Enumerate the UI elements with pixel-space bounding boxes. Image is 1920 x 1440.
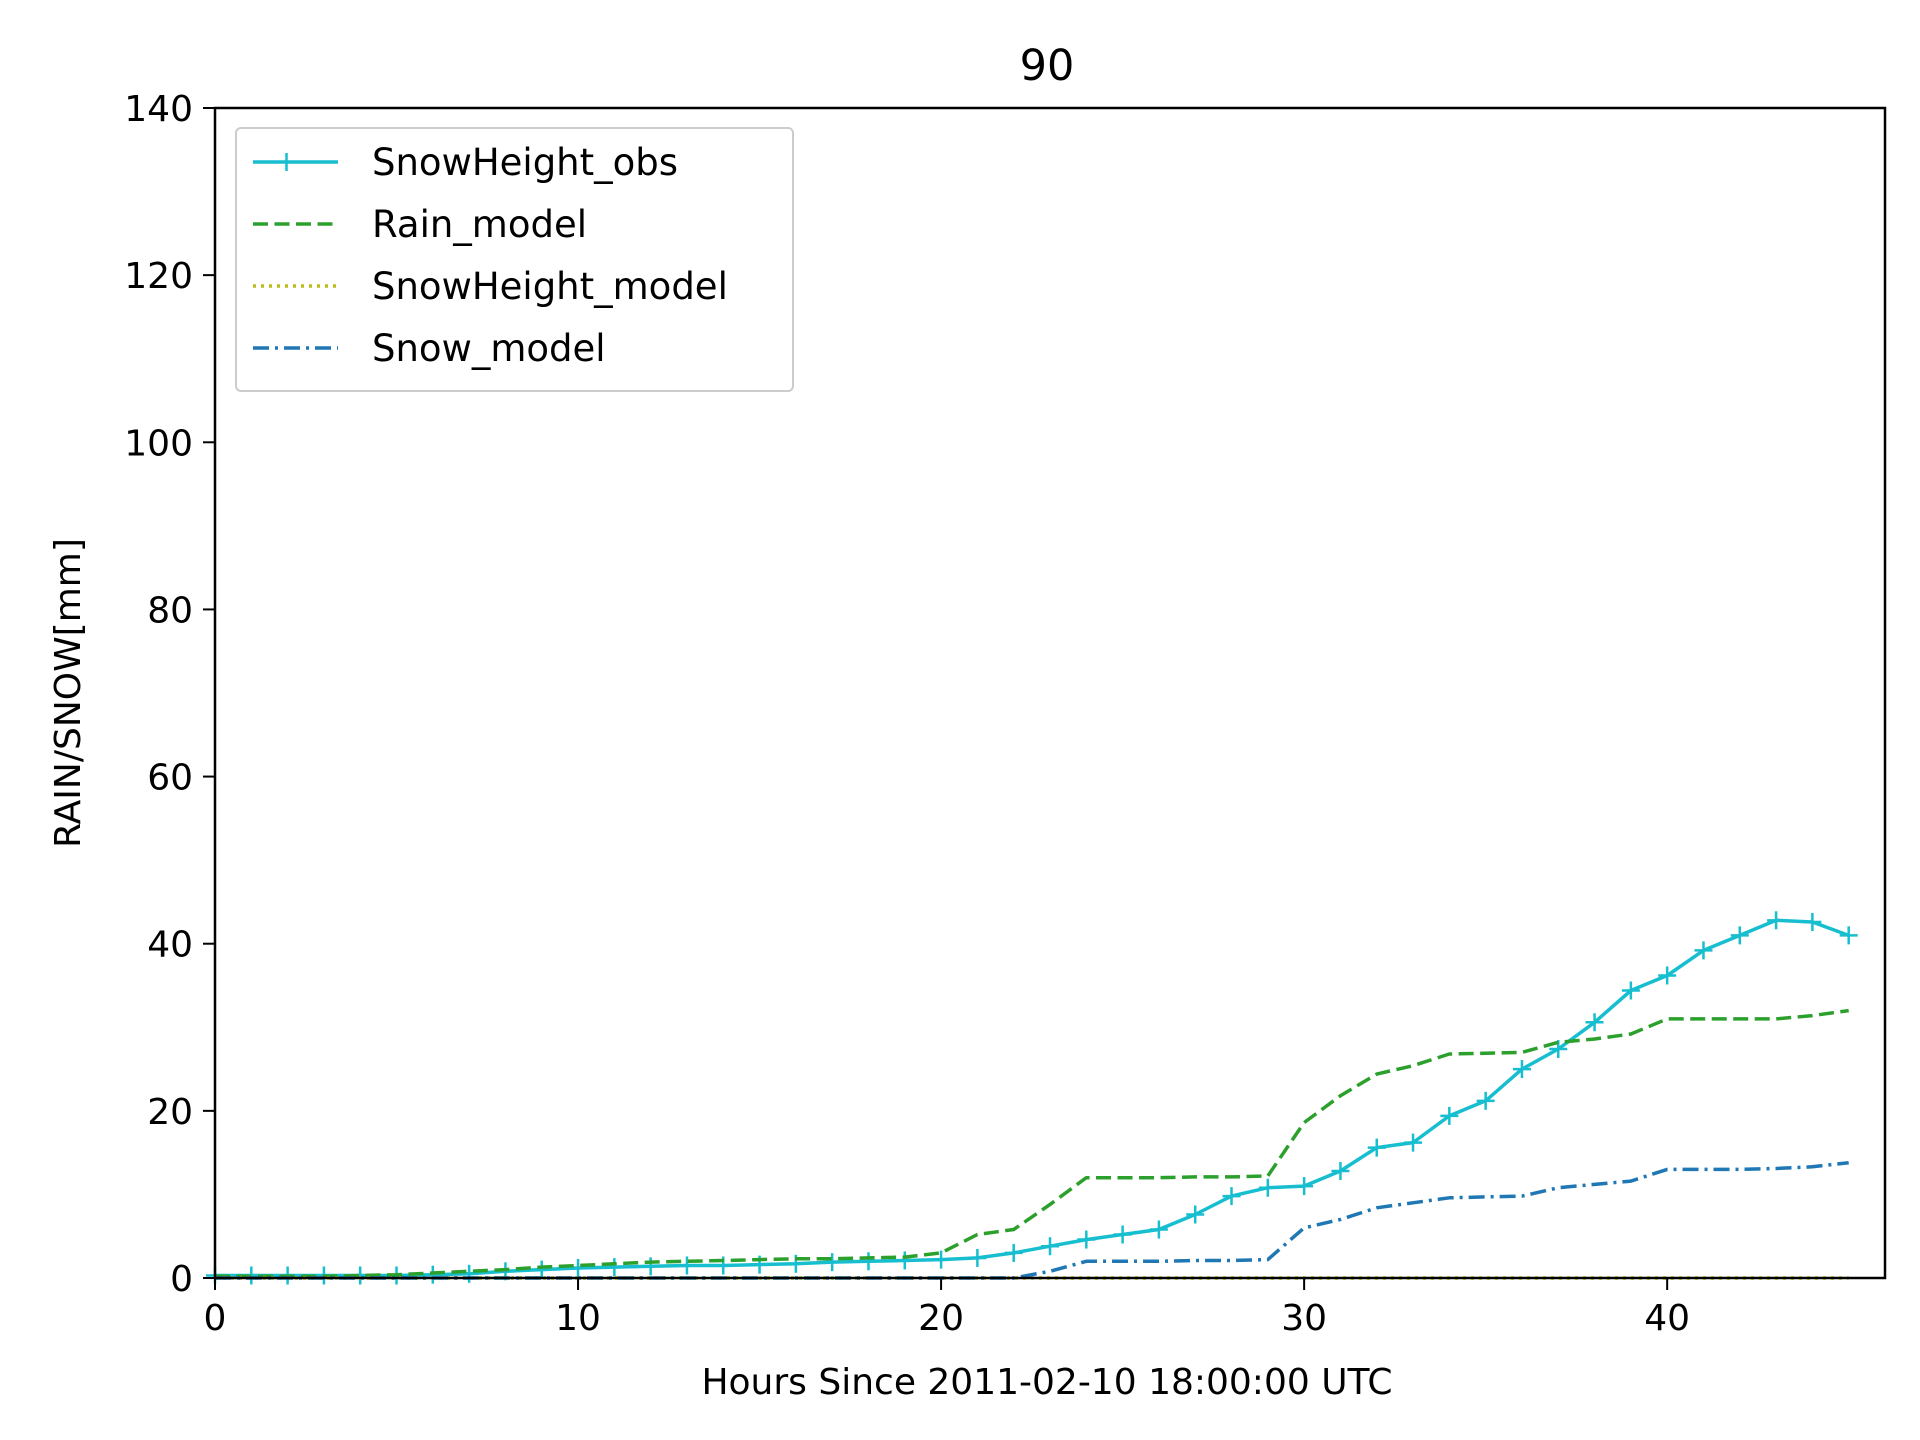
plot-area: [206, 911, 1858, 1285]
data-point-snowheight-obs: [1440, 1106, 1459, 1125]
data-point-snowheight-obs: [859, 1252, 878, 1271]
y-axis-label: RAIN/SNOW[mm]: [48, 538, 89, 848]
data-point-snowheight-obs: [1694, 941, 1713, 960]
data-point-snowheight-obs: [532, 1260, 551, 1279]
data-point-snowheight-obs: [1512, 1060, 1531, 1079]
x-axis-label: Hours Since 2011-02-10 18:00:00 UTC: [701, 1362, 1392, 1403]
y-tick-label: 80: [147, 590, 193, 631]
data-point-snowheight-obs: [569, 1258, 588, 1277]
y-tick-label: 20: [147, 1092, 193, 1133]
data-point-snowheight-obs: [895, 1251, 914, 1270]
series-line-rain-model: [215, 1008, 1849, 1279]
data-point-snowheight-obs: [1041, 1237, 1059, 1256]
data-point-snowheight-obs: [1621, 981, 1640, 1000]
y-tick-label: 40: [147, 925, 193, 966]
legend-entry: SnowHeight_obs: [253, 141, 678, 184]
x-tick-label: 40: [1644, 1298, 1690, 1339]
data-point-snowheight-obs: [1295, 1177, 1314, 1196]
x-tick-label: 10: [555, 1298, 601, 1339]
x-axis: 0 10 20 30 40: [204, 1278, 1690, 1339]
data-point-snowheight-obs: [1331, 1162, 1350, 1181]
data-point-snowheight-obs: [677, 1256, 696, 1275]
data-point-snowheight-obs: [823, 1253, 842, 1272]
legend: SnowHeight_obs Rain_model SnowHeight_model…: [235, 127, 794, 392]
data-point-snowheight-obs: [1839, 926, 1858, 945]
data-point-snowheight-obs: [641, 1257, 660, 1276]
data-point-snowheight-obs: [1658, 966, 1677, 985]
legend-label: Rain_model: [372, 203, 587, 246]
data-point-snowheight-obs: [1476, 1091, 1495, 1110]
data-point-snowheight-obs: [932, 1250, 951, 1269]
x-tick-label: 30: [1281, 1298, 1327, 1339]
y-tick-label: 120: [124, 256, 193, 297]
legend-entry: Snow_model: [253, 327, 606, 370]
x-tick-label: 20: [918, 1298, 964, 1339]
data-point-snowheight-obs: [1222, 1187, 1241, 1206]
y-tick-label: 100: [124, 423, 193, 464]
legend-label: SnowHeight_model: [372, 265, 728, 308]
x-tick-label: 0: [204, 1298, 227, 1339]
legend-entry: SnowHeight_model: [253, 265, 728, 308]
series-line-snowheight-obs: [215, 918, 1850, 1278]
y-tick-label: 0: [170, 1259, 193, 1300]
series-line-snow-model: [215, 1160, 1849, 1280]
data-point-snowheight-obs: [1077, 1230, 1096, 1249]
y-axis: 0 20 40 60 80 100 120 140: [124, 89, 215, 1300]
data-point-snowheight-obs: [1149, 1220, 1168, 1239]
data-point-snowheight-obs: [605, 1258, 624, 1277]
y-tick-label: 60: [147, 758, 193, 799]
data-point-snowheight-obs: [1404, 1133, 1423, 1152]
data-point-snowheight-obs: [1367, 1138, 1386, 1157]
chart-title: 90: [1020, 41, 1075, 91]
plot-frame: [213, 106, 1887, 1280]
y-tick-label: 140: [124, 89, 193, 130]
data-point-snowheight-obs: [1803, 912, 1822, 931]
data-point-snowheight-obs: [1258, 1178, 1277, 1197]
data-point-snowheight-obs: [1585, 1013, 1604, 1032]
legend-label: SnowHeight_obs: [372, 141, 678, 184]
data-point-snowheight-obs: [1004, 1243, 1023, 1262]
data-point-snowheight-obs: [460, 1264, 479, 1283]
legend-label: Snow_model: [372, 327, 606, 370]
data-point-snowheight-obs: [968, 1248, 987, 1267]
legend-entry: Rain_model: [253, 203, 587, 246]
data-point-snowheight-obs: [1767, 911, 1786, 930]
data-point-snowheight-obs: [1730, 926, 1749, 945]
data-point-snowheight-obs: [1113, 1225, 1132, 1244]
data-point-snowheight-obs: [1186, 1205, 1205, 1224]
legend-box: [235, 127, 794, 392]
